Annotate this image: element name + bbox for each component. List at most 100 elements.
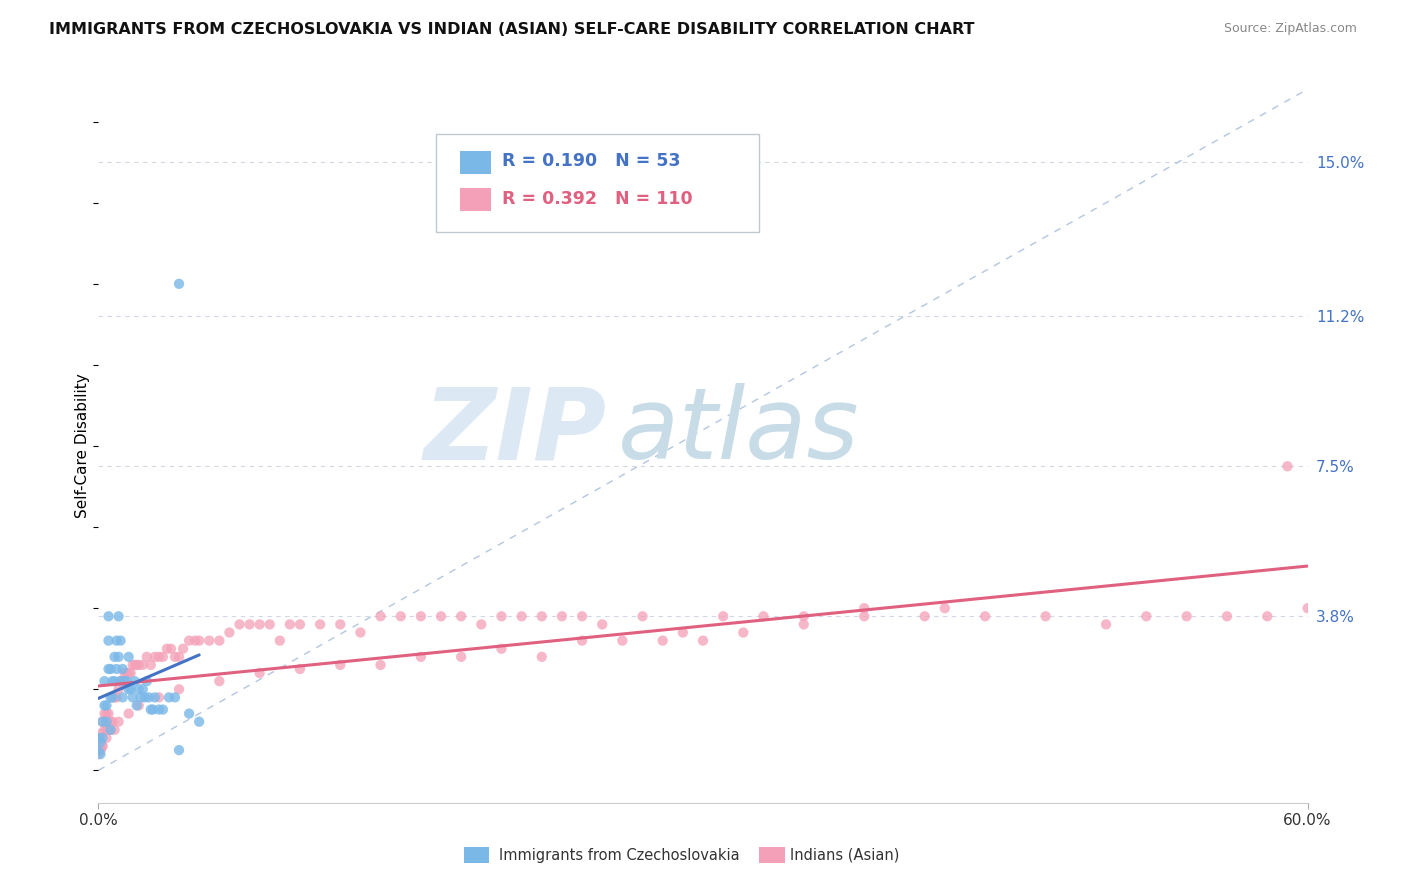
Point <box>450 649 472 664</box>
Point <box>97 662 120 676</box>
Point <box>100 662 122 676</box>
Point <box>160 641 183 656</box>
Point <box>118 706 141 721</box>
Point <box>148 702 170 716</box>
Point <box>97 633 120 648</box>
Point <box>91 714 114 729</box>
Text: ZIP: ZIP <box>423 384 606 480</box>
Point <box>188 633 211 648</box>
Point <box>97 706 120 721</box>
Point <box>631 609 654 624</box>
Point <box>269 633 291 648</box>
Point <box>167 277 190 291</box>
Point <box>491 609 513 624</box>
Point <box>510 609 533 624</box>
Point <box>103 690 125 705</box>
Point <box>167 649 190 664</box>
Point <box>110 674 132 689</box>
Point <box>96 731 118 745</box>
Point <box>571 609 593 624</box>
Point <box>139 702 162 716</box>
Point <box>135 649 157 664</box>
Point <box>309 617 332 632</box>
Point <box>228 617 250 632</box>
Point <box>530 649 553 664</box>
Point <box>188 714 211 729</box>
Point <box>208 674 231 689</box>
Point <box>148 649 170 664</box>
Point <box>87 731 110 745</box>
Point <box>118 666 141 681</box>
Point <box>148 690 170 705</box>
Point <box>853 609 876 624</box>
Point <box>96 698 118 713</box>
Point <box>591 617 613 632</box>
Point <box>120 666 142 681</box>
Point <box>1095 617 1118 632</box>
Point <box>120 682 142 697</box>
Point <box>128 698 150 713</box>
Point <box>733 625 755 640</box>
Point <box>349 625 371 640</box>
Point <box>288 617 311 632</box>
Point <box>249 617 271 632</box>
Point <box>96 714 118 729</box>
Point <box>143 649 166 664</box>
Point <box>672 625 695 640</box>
Point <box>934 601 956 615</box>
Point <box>93 698 115 713</box>
Point <box>1175 609 1198 624</box>
Point <box>91 731 114 745</box>
Point <box>430 609 453 624</box>
Point <box>89 743 111 757</box>
Point <box>111 674 134 689</box>
Point <box>87 747 110 761</box>
Point <box>114 674 136 689</box>
Point <box>105 633 128 648</box>
Point <box>89 747 111 761</box>
Point <box>470 617 492 632</box>
Point <box>491 641 513 656</box>
Point <box>651 633 673 648</box>
Point <box>121 690 143 705</box>
Point <box>121 657 143 672</box>
Point <box>115 666 138 681</box>
Point <box>184 633 207 648</box>
Point <box>115 674 138 689</box>
Point <box>87 743 110 757</box>
Y-axis label: Self-Care Disability: Self-Care Disability <box>75 374 90 518</box>
Point <box>97 609 120 624</box>
Text: R = 0.190   N = 53: R = 0.190 N = 53 <box>502 152 681 169</box>
Point <box>132 657 155 672</box>
Point <box>96 723 118 737</box>
Point <box>853 601 876 615</box>
Point <box>91 714 114 729</box>
Point <box>100 714 122 729</box>
Point <box>612 633 634 648</box>
Point <box>143 690 166 705</box>
Point <box>156 641 179 656</box>
Point <box>132 682 155 697</box>
Point <box>1216 609 1239 624</box>
Text: Source: ZipAtlas.com: Source: ZipAtlas.com <box>1223 22 1357 36</box>
Point <box>93 706 115 721</box>
Point <box>409 649 432 664</box>
Point <box>278 617 301 632</box>
Point <box>124 674 146 689</box>
Point <box>125 698 148 713</box>
Point <box>87 731 110 745</box>
Point <box>139 657 162 672</box>
Text: atlas: atlas <box>619 384 860 480</box>
Point <box>167 682 190 697</box>
Point <box>101 690 124 705</box>
Point <box>107 714 129 729</box>
Point <box>96 706 118 721</box>
Text: Indians (Asian): Indians (Asian) <box>790 848 900 863</box>
Point <box>167 743 190 757</box>
Point <box>107 682 129 697</box>
Point <box>288 662 311 676</box>
Point <box>101 674 124 689</box>
Point <box>89 735 111 749</box>
Point <box>198 633 221 648</box>
Point <box>172 641 194 656</box>
